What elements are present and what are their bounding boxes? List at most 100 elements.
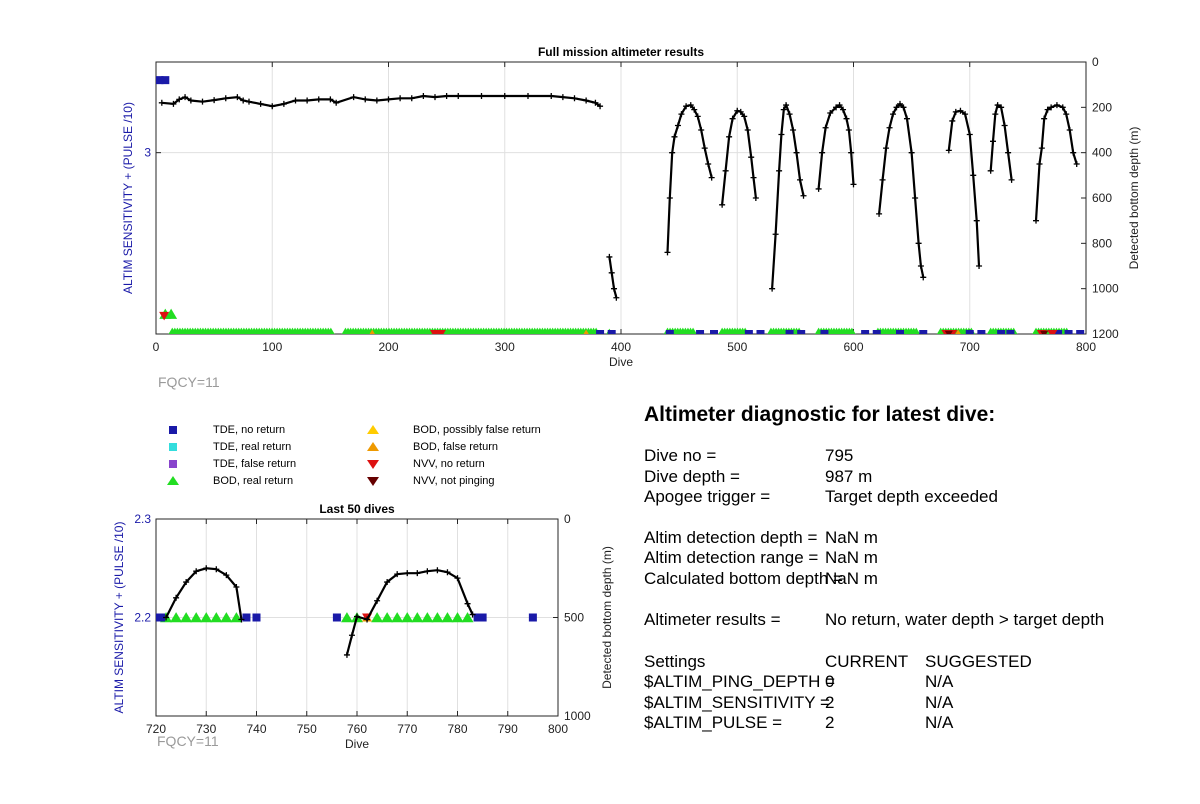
chart0-depth-point xyxy=(786,111,793,118)
chart1-y-left-tick-label: 2.2 xyxy=(134,611,151,625)
chart0-depth-point xyxy=(678,111,685,118)
chart1-depth-point xyxy=(414,570,421,577)
chart0-y-right-tick-label: 600 xyxy=(1092,191,1112,205)
legend-marker-bod-real-return xyxy=(167,476,179,485)
chart0-depth-point xyxy=(734,107,741,114)
chart0-depth-point xyxy=(819,149,826,156)
chart1-x-tick-label: 760 xyxy=(347,722,367,736)
sensitivity-suggested: N/A xyxy=(925,692,954,712)
chart0-depth-point xyxy=(783,102,790,109)
chart1-depth-point xyxy=(163,614,170,621)
chart0-title: Full mission altimeter results xyxy=(538,45,704,59)
legend: TDE, no return TDE, real return TDE, fal… xyxy=(160,423,580,498)
chart0-depth-point xyxy=(962,111,969,118)
chart0-depth-point xyxy=(992,111,999,118)
pulse-suggested: N/A xyxy=(925,713,954,732)
chart0-depth-point xyxy=(687,102,694,109)
chart0-depth-point xyxy=(674,122,681,129)
chart1-tde-no-return-marker xyxy=(242,613,251,622)
chart0-depth-point xyxy=(455,93,462,99)
chart0-tde-no-return-marker xyxy=(161,76,170,85)
chart1-depth-point xyxy=(223,572,230,579)
chart0-tde-no-return-marker xyxy=(977,330,986,334)
chart0-depth-point xyxy=(900,104,907,111)
chart0-depth-point xyxy=(780,106,787,113)
chart1-depth-point xyxy=(183,579,190,586)
chart0-bod-real-return-marker xyxy=(689,327,697,334)
chart0-depth-point xyxy=(613,294,620,301)
chart0-bod-real-return-marker xyxy=(327,327,335,334)
chart0-plot-area xyxy=(156,76,1085,334)
chart1-x-tick-label: 780 xyxy=(447,722,467,736)
chart0-depth-point xyxy=(606,253,613,260)
chart0-depth-point xyxy=(698,127,705,133)
chart1-x-tick-label: 800 xyxy=(548,722,568,736)
apogee-label: Apogee trigger = xyxy=(644,487,771,506)
chart0-tde-no-return-marker xyxy=(919,330,928,334)
chart0-depth-point xyxy=(373,97,380,104)
chart0-depth-point xyxy=(897,100,903,107)
chart0-depth-point xyxy=(327,96,334,103)
chart0-depth-point xyxy=(694,113,701,120)
chart1-bod-real-return-marker xyxy=(461,612,474,623)
chart1-y-left-tick-label: 2.3 xyxy=(134,512,151,526)
bottom-depth-label: Calculated bottom depth = xyxy=(644,568,843,588)
chart0-nvv-no-return-marker xyxy=(159,311,170,321)
chart0-tde-no-return-marker xyxy=(797,330,806,334)
chart0-depth-point xyxy=(671,133,678,140)
chart0-depth-point xyxy=(876,210,883,217)
chart0-y-right-tick-label: 1200 xyxy=(1092,327,1119,341)
chart1-bod-real-return-marker xyxy=(371,612,384,623)
chart0-depth-point xyxy=(432,94,438,101)
chart0-depth-point xyxy=(548,93,555,99)
chart0-depth-point xyxy=(683,103,690,110)
chart0-depth-point xyxy=(752,195,759,201)
ping-depth-current: 0 xyxy=(825,672,835,691)
chart0-depth-point xyxy=(750,174,757,181)
chart0-depth-point xyxy=(592,99,599,106)
chart0-depth-point xyxy=(744,127,751,133)
settings-header-row: Settings CURRENT SUGGESTED xyxy=(644,652,1184,673)
chart0-depth-point xyxy=(879,176,886,183)
diagnostic-panel: Altimeter diagnostic for latest dive: Di… xyxy=(644,403,1184,734)
chart0-depth-point xyxy=(269,103,276,110)
detection-depth-value: NaN m xyxy=(825,527,878,547)
chart0-depth-point xyxy=(1005,149,1012,156)
chart1-y-right-tick-label: 500 xyxy=(564,611,584,625)
chart0-depth-point xyxy=(1038,145,1045,152)
legend-marker-tde-no-return xyxy=(169,426,177,434)
chart0-bod-real-return-marker xyxy=(848,327,856,334)
chart0-depth-point xyxy=(1041,115,1048,122)
results-value: No return, water depth > target depth xyxy=(825,610,1105,629)
chart0-depth-point xyxy=(408,95,415,102)
pulse-label: $ALTIM_PULSE = xyxy=(644,713,783,732)
chart0-depth-point xyxy=(443,93,450,99)
chart0-x-tick-label: 400 xyxy=(611,340,631,354)
chart0-depth-point xyxy=(611,285,618,292)
chart0-bod-false-marker xyxy=(369,329,375,334)
chart1-depth-point xyxy=(173,594,180,601)
chart0-tde-no-return-marker xyxy=(861,330,870,334)
chart0-depth-point xyxy=(257,100,264,107)
settings-header: Settings xyxy=(644,651,706,671)
chart1-title: Last 50 dives xyxy=(319,502,395,516)
chart0-depth-point xyxy=(1063,111,1070,118)
chart0-tde-no-return-marker xyxy=(1076,330,1085,334)
chart1-depth-point xyxy=(348,632,355,639)
chart0-depth-point xyxy=(850,181,857,188)
chart0-depth-point xyxy=(990,138,996,145)
detection-range-row: Altim detection range = NaN m xyxy=(644,548,1184,569)
chart0-depth-point xyxy=(158,99,165,106)
chart1-depth-point xyxy=(203,565,210,572)
chart0-depth-point xyxy=(840,106,847,113)
chart0-depth-point xyxy=(973,217,980,224)
chart1-depth-point xyxy=(213,566,220,573)
legend-label-bod-real-return: BOD, real return xyxy=(213,475,294,487)
chart0-depth-point xyxy=(176,96,183,103)
chart0-tde-no-return-marker xyxy=(665,330,674,334)
chart0-bod-real-return-marker xyxy=(165,308,178,319)
sensitivity-current: 2 xyxy=(825,692,835,712)
chart0-depth-point xyxy=(833,104,840,111)
chart0-depth-point xyxy=(420,93,427,99)
